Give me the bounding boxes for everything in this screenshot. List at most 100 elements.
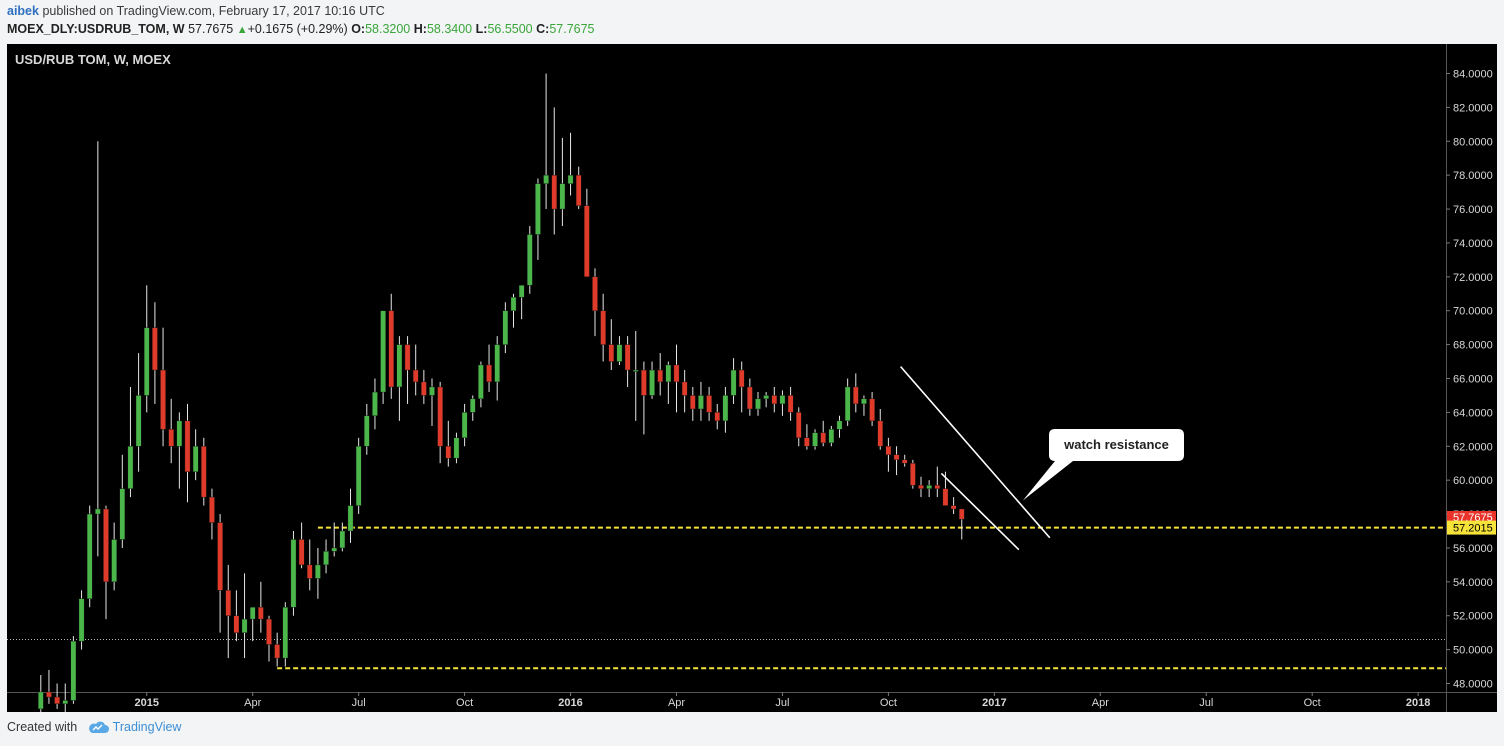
candle-body-up xyxy=(78,598,85,642)
last-price-tag xyxy=(1447,510,1496,523)
candle xyxy=(502,302,509,354)
candle xyxy=(527,226,533,294)
x-tick-label: 2015 xyxy=(135,697,159,709)
candle xyxy=(584,188,590,278)
candle-body-down xyxy=(445,446,452,459)
candle xyxy=(347,488,354,543)
candle-body-down xyxy=(209,496,215,523)
candle xyxy=(763,392,769,408)
candle xyxy=(958,508,965,540)
channel-lower-trendline xyxy=(940,472,1020,551)
candle xyxy=(339,522,346,552)
candle-body-down xyxy=(274,644,280,659)
y-tick-label: 80.0000 xyxy=(1453,136,1493,148)
close-value: 57.7675 xyxy=(549,22,595,36)
candle-body-up xyxy=(364,415,370,447)
publish-info: aibek published on TradingView.com, Febr… xyxy=(7,4,385,18)
y-tick-label: 56.0000 xyxy=(1453,543,1493,555)
candle-body-up xyxy=(429,386,435,396)
level-price-tag-text: 57.2015 xyxy=(1453,523,1493,535)
time-axis[interactable] xyxy=(7,692,1446,712)
candle xyxy=(38,675,44,718)
candle-body-down xyxy=(233,615,240,633)
candle-body-up xyxy=(518,285,525,298)
candle-body-up xyxy=(861,398,867,405)
price-axis[interactable] xyxy=(1446,44,1497,692)
open-label: O: xyxy=(351,22,366,36)
candle xyxy=(665,361,672,404)
candle xyxy=(771,386,778,413)
candle-body-down xyxy=(54,696,60,705)
candle-body-down xyxy=(795,412,802,439)
candle-body-up xyxy=(282,607,289,659)
candle xyxy=(918,476,924,498)
candle xyxy=(714,403,721,430)
candlestick-chart[interactable]: watch resistance 48.0000 50.0000 52.0000 54… xyxy=(7,44,1497,718)
candle xyxy=(812,429,818,450)
candle-body-down xyxy=(958,508,965,520)
candle-body-up xyxy=(331,547,338,552)
candle-body-down xyxy=(885,446,892,455)
candle xyxy=(885,437,892,472)
candle-body-up xyxy=(812,432,818,447)
candle xyxy=(787,386,794,421)
candle xyxy=(152,302,158,404)
candle-body-down xyxy=(551,174,558,210)
x-tick-label: Jul xyxy=(1199,697,1213,709)
candle-body-down xyxy=(404,344,411,371)
tradingview-link[interactable]: TradingView xyxy=(112,720,182,734)
candle-body-down xyxy=(200,446,207,498)
candle xyxy=(543,73,549,210)
up-arrow-icon: ▲ xyxy=(236,24,248,36)
last-price-tag-text: 57.7675 xyxy=(1453,512,1493,524)
candle-body-up xyxy=(698,395,704,410)
candle-body-up xyxy=(249,607,256,620)
candle-body-up xyxy=(469,398,476,413)
candle xyxy=(103,505,109,620)
candle-body-up xyxy=(143,327,150,396)
candle-body-down xyxy=(747,386,753,410)
candle-body-up xyxy=(494,344,501,383)
y-tick-label: 70.0000 xyxy=(1453,306,1493,318)
candle-body-up xyxy=(730,369,737,396)
candle xyxy=(901,454,908,467)
candle-body-up xyxy=(527,234,533,286)
candle-body-down xyxy=(893,454,900,461)
candle xyxy=(690,386,696,421)
plot-area[interactable] xyxy=(7,44,1446,692)
candle-body-down xyxy=(306,564,313,579)
high-value: 58.3400 xyxy=(426,22,473,36)
candle-body-down xyxy=(804,437,810,447)
x-tick-label: Jul xyxy=(775,697,789,709)
candle-body-up xyxy=(323,551,329,566)
candle-body-down xyxy=(160,369,166,430)
candle xyxy=(437,381,443,464)
candle-body-up xyxy=(95,508,101,515)
published-text: published on TradingView.com, February 1… xyxy=(38,4,385,18)
candle-body-up xyxy=(192,446,199,472)
candle xyxy=(795,407,802,447)
candle-body-down xyxy=(103,508,109,583)
candle xyxy=(249,607,256,642)
candle xyxy=(616,336,623,365)
candle xyxy=(649,361,655,399)
candle xyxy=(779,390,786,416)
candle-body-down xyxy=(918,485,924,489)
candle xyxy=(445,420,452,467)
chart-panel[interactable]: watch resistance 48.0000 50.0000 52.0000 54… xyxy=(7,44,1497,718)
candle-body-up xyxy=(38,691,44,710)
candle xyxy=(62,683,69,718)
candle-body-down xyxy=(258,607,264,620)
candle-body-down xyxy=(714,412,721,422)
x-tick-label: 2018 xyxy=(1406,697,1430,709)
close-label: C: xyxy=(536,22,550,36)
candle xyxy=(306,539,313,591)
candle-body-up xyxy=(502,310,509,345)
candle xyxy=(673,344,680,413)
candle-body-down xyxy=(184,420,191,472)
candle-body-down xyxy=(575,174,582,206)
candle xyxy=(853,373,859,413)
candle-body-up xyxy=(347,505,354,532)
candle xyxy=(355,437,362,515)
author-link[interactable]: aibek xyxy=(7,4,39,18)
